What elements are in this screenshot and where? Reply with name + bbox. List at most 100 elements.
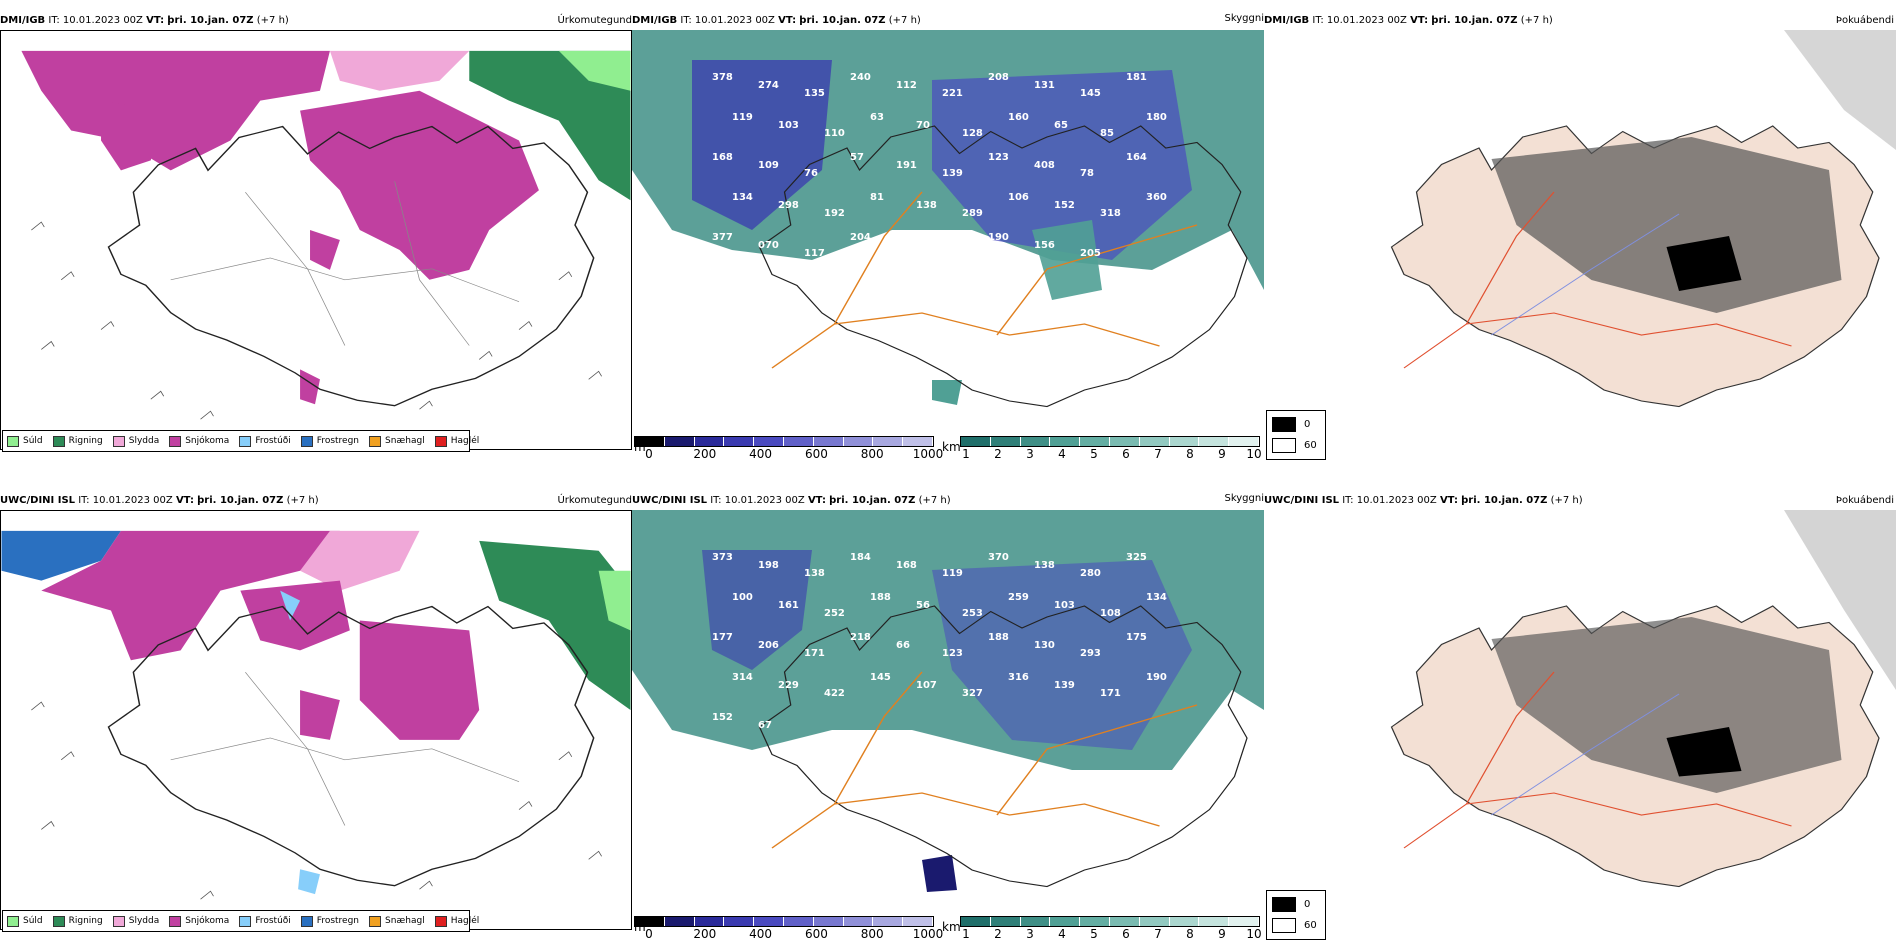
legend-item: Haglél [434,435,479,447]
colorbar-tick-label: 200 [693,447,717,461]
colorbar-cell [903,437,933,446]
colorbar-tick-label: 800 [860,447,884,461]
colorbar-cell [1229,917,1259,926]
valid-time: þri. 10.jan. 07Z [799,15,886,26]
visibility-value-label: 218 [850,632,871,643]
panel-header: DMI/IGB IT: 10.01.2023 00Z VT: þri. 10.j… [632,14,921,28]
panel-title: Úrkomutegund [557,15,632,26]
visibility-value-label: 66 [896,640,910,651]
fog-map[interactable] [1264,30,1896,430]
legend-item: Rigning [52,435,103,447]
colorbar-cell [724,917,755,926]
colorbar-cell [664,917,695,926]
colorbar-ticks: 1 2 3 4 5 6 7 8 9 10 [960,447,1262,461]
visibility-value-label: 106 [1008,192,1029,203]
visibility-value-label: 78 [1080,168,1094,179]
colorbar-tick-label: 600 [804,447,828,461]
visibility-value-label: 070 [758,240,779,251]
colorbar-tick-label: 3 [1026,447,1034,461]
legend-label: Slydda [128,916,160,926]
colorbar-cell [1229,437,1259,446]
visibility-value-label: 206 [758,640,779,651]
colorbar-cells [634,436,934,447]
visibility-value-label: 188 [988,632,1009,643]
colorbar-cells [634,916,934,927]
panel-title: Úrkomutegund [557,495,632,506]
colorbar-ticks: 0 200 400 600 800 1000 [634,447,943,461]
visibility-value-label: 318 [1100,208,1121,219]
colorbar-tick-label: 9 [1218,447,1226,461]
colorbar-tick-label: 2 [994,447,1002,461]
panel-title: Þokuábendi [1835,15,1894,26]
visibility-value-label: 408 [1034,160,1055,171]
colorbar-tick-label: 200 [693,927,717,941]
colorbar-tick-label: 800 [860,927,884,941]
legend-swatch [369,915,382,927]
colorbar-tick-label: 400 [749,927,773,941]
visibility-value-label: 221 [942,88,963,99]
colorbar-cells [960,916,1260,927]
visibility-value-label: 63 [870,112,884,123]
legend-swatch [300,435,313,447]
precip-map[interactable] [0,510,632,930]
fog-map[interactable] [1264,510,1896,910]
colorbar-cell [635,917,665,926]
visibility-value-label: 191 [896,160,917,171]
colorbar-height: 0 200 400 600 800 1000 [634,916,943,941]
visibility-value-label: 316 [1008,672,1029,683]
lead-time: (+7 h) [1520,15,1553,26]
visibility-map[interactable]: 378 274 135 240 112 221 208 131 145 181 119 103 110 6… [632,30,1264,430]
legend-swatch [434,915,447,927]
valid-time: þri. 10.jan. 07Z [167,15,254,26]
colorbar-tick-label: 1 [962,447,970,461]
visibility-value-label: 373 [712,552,733,563]
fog-swatch-black [1272,897,1296,912]
colorbar-cell [813,437,844,446]
legend-item: Slydda [112,915,160,927]
colorbar-tick-label: 400 [749,447,773,461]
visibility-value-label: 293 [1080,648,1101,659]
colorbar-cell [1169,437,1200,446]
colorbar-tick-label: 5 [1090,927,1098,941]
visibility-value-label: 164 [1126,152,1147,163]
visibility-value-label: 103 [1054,600,1075,611]
visibility-value-label: 168 [896,560,917,571]
legend-label: Slydda [128,436,160,446]
colorbar-cell [754,437,784,446]
visibility-value-label: 103 [778,120,799,131]
panel-title: Skyggni [1224,493,1264,504]
visibility-labels: 373 198 138 184 168 119 370 138 280 325 100 161 252 1… [712,552,1167,731]
legend-swatch [300,915,313,927]
fog-legend-high: 0 [1272,417,1310,432]
visibility-value-label: 119 [942,568,963,579]
precip-map[interactable] [0,30,632,450]
visibility-value-label: 67 [758,720,772,731]
legend-label: Súld [23,436,43,446]
colorbar-cell [694,917,725,926]
visibility-value-label: 128 [962,128,983,139]
visibility-panel-top: DMI/IGB IT: 10.01.2023 00Z VT: þri. 10.j… [632,13,1264,464]
visibility-value-label: 152 [712,712,733,723]
legend-item: Frostúði [239,915,291,927]
visibility-value-label: 123 [942,648,963,659]
colorbar-cell [873,917,904,926]
colorbar-tick-label: 6 [1122,447,1130,461]
fog-swatch-white [1272,438,1296,453]
visibility-value-label: 108 [1100,608,1121,619]
colorbar-cell [813,917,844,926]
init-time: IT: 10.01.2023 00Z [1312,15,1407,26]
valid-time: þri. 10.jan. 07Z [197,495,284,506]
visibility-value-label: 168 [712,152,733,163]
vt-label: VT: [146,15,165,26]
colorbar-tick-label: 4 [1058,447,1066,461]
visibility-map[interactable]: 373 198 138 184 168 119 370 138 280 325 100 161 252 1… [632,510,1264,910]
colorbar-km-unit: km [942,440,961,454]
colorbar-cell [1109,917,1140,926]
valid-time: þri. 10.jan. 07Z [1431,15,1518,26]
legend-item: Frostregn [300,435,359,447]
legend-swatch [239,915,252,927]
fog-legend: 0 60 [1266,410,1326,460]
colorbar-tick-label: 10 [1246,447,1262,461]
legend-item: Rigning [52,915,103,927]
colorbar-cell [1050,917,1081,926]
